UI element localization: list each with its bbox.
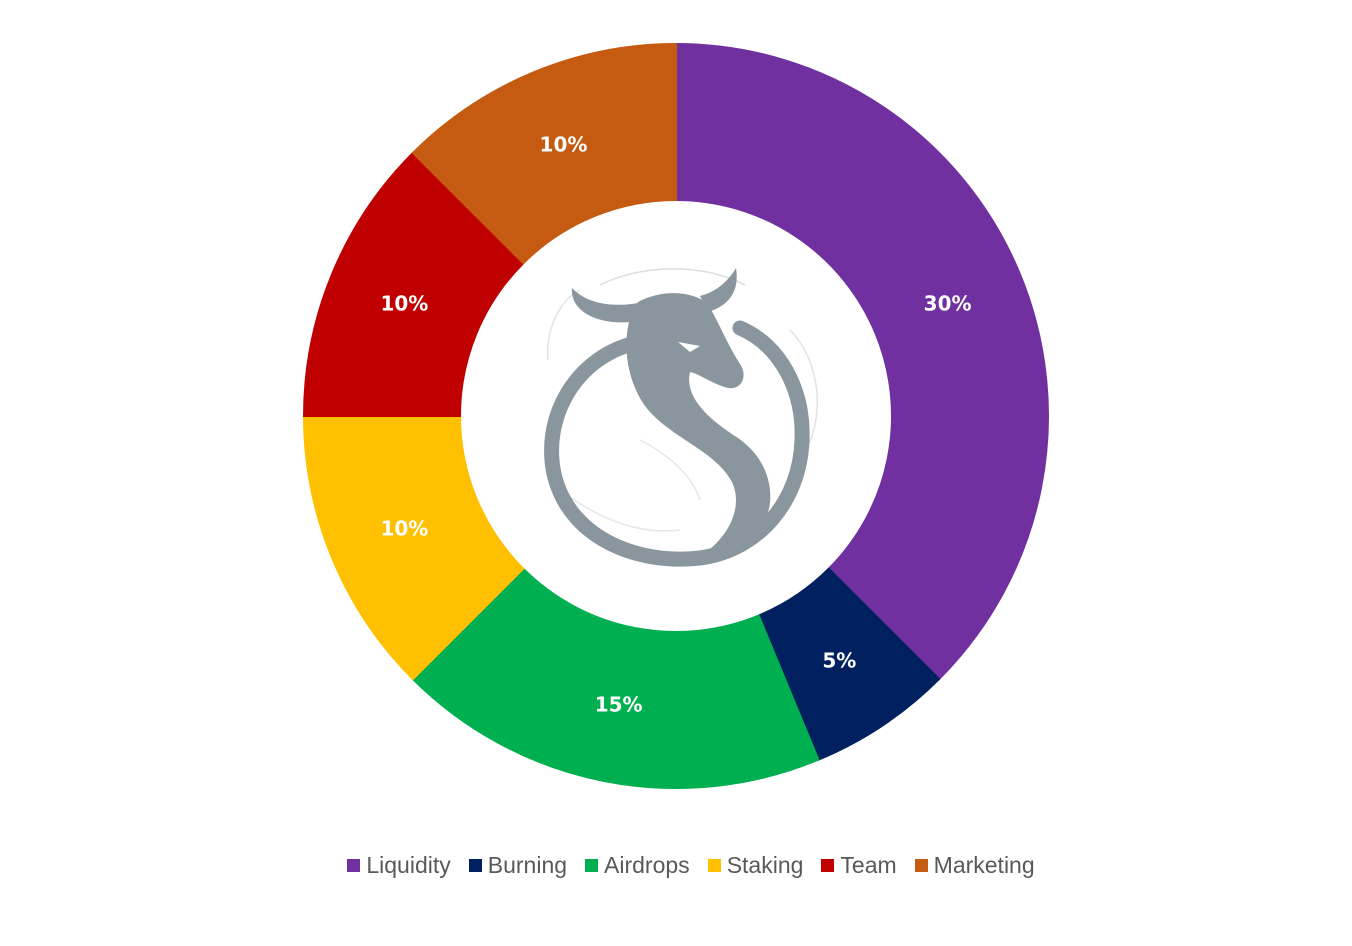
slices-group [302,42,1049,789]
legend-swatch-staking [707,859,721,872]
legend-item-airdrops: Airdrops [585,852,690,879]
legend-label-team: Team [840,852,897,878]
labels-group: 30% 5% 15% 10% 10% 10% [380,132,971,716]
legend-item-burning: Burning [468,852,568,879]
slice-label-liquidity: 30% [924,291,972,315]
legend-label-burning: Burning [487,852,568,878]
legend-item-staking: Staking [707,852,804,879]
slice-liquidity [675,42,1049,681]
slice-label-burning: 5% [822,648,856,672]
slice-staking [302,415,525,681]
slice-label-marketing: 10% [540,132,588,156]
legend-swatch-marketing [914,859,928,872]
slice-label-team: 10% [380,291,428,315]
center-logo-icon [544,268,818,567]
slice-label-airdrops: 15% [595,692,643,716]
legend-swatch-burning [468,859,482,872]
legend-item-marketing: Marketing [914,852,1035,879]
slice-team [302,151,525,417]
legend-item-team: Team [821,852,897,879]
slice-airdrops [411,567,820,789]
legend: Liquidity Burning Airdrops Staking Team … [0,852,1352,879]
legend-swatch-team [821,859,835,872]
legend-label-staking: Staking [726,852,804,878]
legend-label-marketing: Marketing [933,852,1035,878]
slice-marketing [411,42,677,265]
legend-swatch-airdrops [585,859,599,872]
legend-swatch-liquidity [347,859,361,872]
slice-label-staking: 10% [380,517,428,541]
legend-item-liquidity: Liquidity [347,852,451,879]
legend-label-airdrops: Airdrops [604,852,690,878]
legend-label-liquidity: Liquidity [366,852,451,878]
